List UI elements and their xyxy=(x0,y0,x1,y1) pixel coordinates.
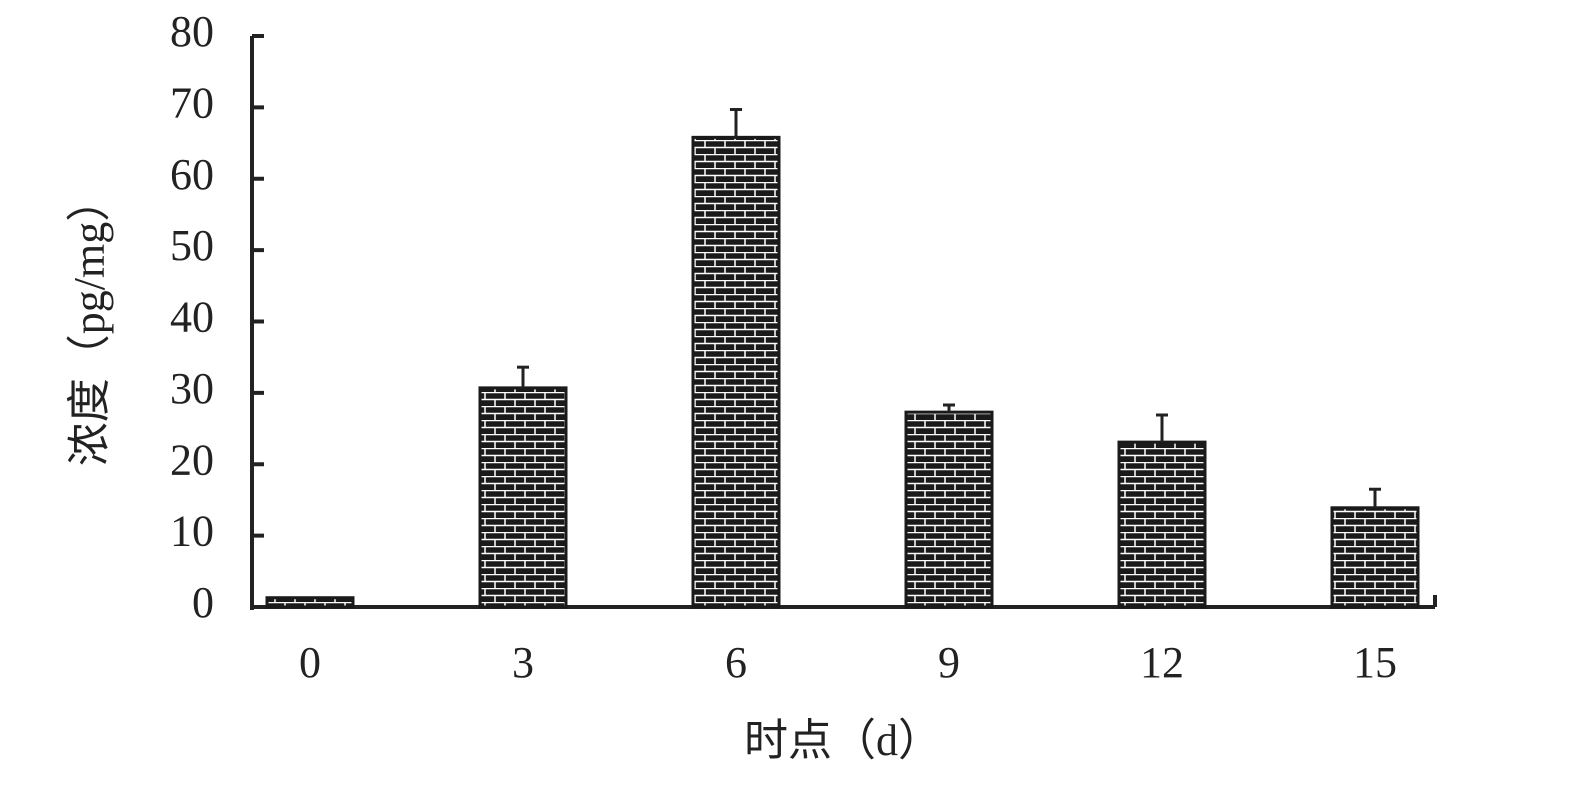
y-tick-label: 80 xyxy=(170,7,214,56)
y-tick-label: 10 xyxy=(170,507,214,556)
bar xyxy=(904,410,994,609)
bar xyxy=(1117,440,1207,609)
bar xyxy=(265,596,355,609)
x-tick-label: 15 xyxy=(1353,638,1397,687)
y-axis-label: 浓度（pg/mg） xyxy=(65,178,114,466)
x-tick-label: 3 xyxy=(512,638,534,687)
y-tick-label: 70 xyxy=(170,78,214,127)
bar xyxy=(691,135,781,609)
y-tick-label: 50 xyxy=(170,221,214,270)
x-tick-label: 9 xyxy=(938,638,960,687)
x-axis-label: 时点（d） xyxy=(744,716,942,765)
y-tick-label: 60 xyxy=(170,150,214,199)
y-tick-label: 20 xyxy=(170,435,214,484)
y-tick-label: 40 xyxy=(170,293,214,342)
y-tick-label: 30 xyxy=(170,364,214,413)
y-tick-label: 0 xyxy=(192,578,214,627)
x-tick-label: 12 xyxy=(1140,638,1184,687)
x-tick-label: 0 xyxy=(299,638,321,687)
bar xyxy=(478,386,568,609)
x-tick-label: 6 xyxy=(725,638,747,687)
bar xyxy=(1330,506,1420,609)
